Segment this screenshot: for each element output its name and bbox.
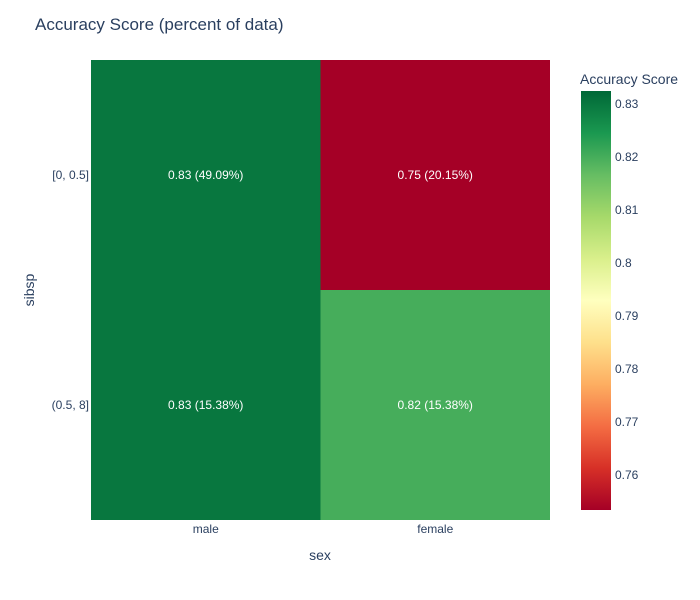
y-tick-label: [0, 0.5] <box>52 168 89 182</box>
colorbar-tick-label: 0.78 <box>615 362 639 376</box>
colorbar-tick-label: 0.8 <box>615 256 632 270</box>
colorbar-gradient <box>581 91 611 510</box>
colorbar-tick-label: 0.82 <box>615 150 639 164</box>
colorbar-tick-label: 0.81 <box>615 203 639 217</box>
heatmap-cells: 0.83 (49.09%) 0.75 (20.15%) 0.83 (15.38%) 0… <box>91 60 550 520</box>
heatmap-cell <box>320 290 550 520</box>
colorbar-ticks: 0.76 0.77 0.78 0.79 0.8 0.81 0.82 0.83 <box>615 97 639 482</box>
chart-title: Accuracy Score (percent of data) <box>35 15 284 34</box>
colorbar-tick-label: 0.76 <box>615 468 639 482</box>
x-tick-label: male <box>193 522 219 536</box>
heatmap-cell <box>320 60 550 290</box>
x-axis-ticks: male female <box>193 522 454 536</box>
x-axis-title: sex <box>309 547 331 563</box>
cell-label: 0.82 (15.38%) <box>398 398 473 412</box>
colorbar-title: Accuracy Score <box>580 71 678 87</box>
heatmap-cell <box>91 290 321 520</box>
x-tick-label: female <box>417 522 453 536</box>
colorbar-tick-label: 0.79 <box>615 309 639 323</box>
colorbar-tick-label: 0.83 <box>615 97 639 111</box>
cell-label: 0.75 (20.15%) <box>398 168 473 182</box>
cell-label: 0.83 (15.38%) <box>168 398 243 412</box>
colorbar: Accuracy Score 0.760.770.780.790.80.810.… <box>580 71 678 510</box>
y-tick-label: (0.5, 8] <box>52 398 89 412</box>
cell-label: 0.83 (49.09%) <box>168 168 243 182</box>
colorbar-tick-label: 0.77 <box>615 415 639 429</box>
heatmap-cell <box>91 60 321 290</box>
y-axis-ticks: [0, 0.5] (0.5, 8] <box>52 168 89 412</box>
y-axis-title: sibsp <box>21 273 37 306</box>
